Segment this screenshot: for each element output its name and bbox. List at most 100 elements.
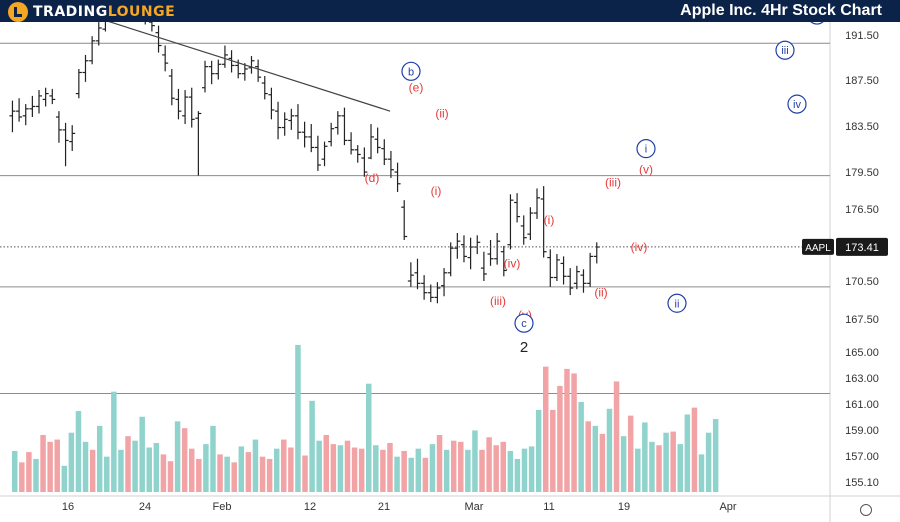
volume-bar [26, 452, 32, 492]
volume-bar [443, 449, 450, 492]
price-axis-tick: 187.50 [845, 75, 879, 87]
volume-bar [82, 441, 89, 492]
volume-bar [203, 444, 209, 492]
volume-bar [514, 458, 521, 492]
volume-bar [627, 415, 634, 492]
price-chart[interactable]: AAPL 173.41 191.50 187.50 183.50 179.50 176.50… [0, 22, 900, 522]
volume-bar [380, 449, 386, 492]
wave-label: (iii) [605, 176, 621, 190]
volume-bar [677, 444, 683, 492]
volume-bar [273, 448, 280, 492]
trend-line [108, 22, 391, 112]
volume-bar [75, 411, 82, 492]
volume-bar [252, 439, 259, 492]
volume-bar [415, 448, 422, 492]
volume-bar [670, 431, 676, 492]
logo-prefix: TRADING [33, 4, 108, 20]
volume-bar [245, 452, 252, 492]
chart-area[interactable]: AAPL 173.41 191.50 187.50 183.50 179.50 176.50… [0, 22, 900, 522]
price-axis-tick: 159.00 [845, 425, 879, 437]
time-axis-tick: 24 [139, 501, 151, 513]
volume-bar [189, 448, 195, 492]
volume-bar [358, 448, 365, 492]
wave-circle [667, 293, 687, 313]
volume-bar [486, 437, 492, 492]
volume-bar [521, 448, 528, 492]
volume-bar [458, 441, 464, 492]
volume-bar [550, 409, 556, 492]
wave-label: (iii) [490, 294, 506, 308]
volume-bar [691, 407, 698, 492]
volume-bar [330, 444, 337, 492]
volume-bar [174, 421, 181, 492]
volume-bar [323, 435, 329, 492]
volume-bar [224, 456, 230, 492]
volume-bar [281, 439, 287, 492]
time-axis-tick: Mar [465, 501, 484, 513]
volume-bar [146, 447, 152, 492]
volume-bar [337, 445, 344, 492]
last-price-tag-bg [836, 237, 888, 256]
volume-bar [288, 447, 294, 492]
price-axis-tick: 179.50 [845, 167, 879, 179]
volume-bar [238, 446, 245, 492]
volume-bar [585, 421, 591, 492]
volume-bar [61, 465, 68, 492]
volume-bar [387, 442, 393, 492]
volume-bar [132, 440, 138, 492]
wave-label: (ii) [594, 286, 607, 300]
volume-bar [68, 432, 75, 492]
volume-bar [153, 442, 160, 492]
volume-bar [528, 446, 535, 492]
volume-bar [394, 456, 400, 492]
volume-bar [663, 432, 669, 492]
wave-circle [810, 22, 824, 25]
logo-suffix: LOUNGE [107, 4, 176, 20]
last-price-tag: 173.41 [845, 242, 879, 254]
volume-bar [705, 432, 712, 492]
volume-bar [535, 409, 542, 492]
volume-bar [40, 435, 46, 492]
volume-bar [302, 455, 308, 492]
volume-bar [210, 425, 216, 492]
volume-bar [656, 445, 662, 492]
chart-settings-icon[interactable] [860, 504, 872, 516]
volume-bar [295, 344, 301, 492]
volume-bar [259, 456, 266, 492]
time-axis-tick: 12 [304, 501, 316, 513]
header-bar: TRADINGLOUNGE Apple Inc. 4Hr Stock Chart [0, 0, 900, 22]
volume-bar [33, 458, 39, 492]
wave-label: (i) [431, 184, 442, 198]
volume-bar [266, 458, 273, 492]
volume-bar [373, 445, 379, 492]
wave-label: (e) [409, 81, 424, 95]
chart-title: Apple Inc. 4Hr Stock Chart [680, 2, 882, 19]
time-axis-tick: 21 [378, 501, 390, 513]
volume-bar [635, 448, 641, 492]
volume-bar [366, 383, 372, 492]
volume-bar [12, 450, 18, 492]
volume-bar [429, 444, 436, 492]
volume-bar [96, 425, 103, 492]
wave-label: (d) [365, 171, 380, 185]
volume-bar [543, 366, 549, 492]
symbol-tag: AAPL [805, 243, 831, 254]
volume-bar [422, 457, 429, 492]
time-axis-tick: Feb [213, 501, 232, 513]
price-axis-tick: 170.50 [845, 276, 879, 288]
price-axis-tick: 165.00 [845, 347, 879, 359]
volume-bar [507, 450, 514, 492]
volume-bar [592, 425, 599, 492]
wave-circle [787, 94, 807, 114]
volume-bar [620, 436, 627, 492]
volume-bar [160, 454, 167, 492]
wave-label: (ii) [435, 106, 448, 120]
volume-bar [571, 373, 577, 492]
volume-bar [599, 433, 606, 492]
volume-bar [698, 454, 705, 492]
time-axis-tick: 11 [543, 501, 554, 513]
volume-bar [436, 435, 443, 492]
symbol-tag-bg [802, 238, 834, 255]
circled-wave-label: b [408, 66, 414, 78]
circled-wave-label: iii [781, 45, 788, 57]
